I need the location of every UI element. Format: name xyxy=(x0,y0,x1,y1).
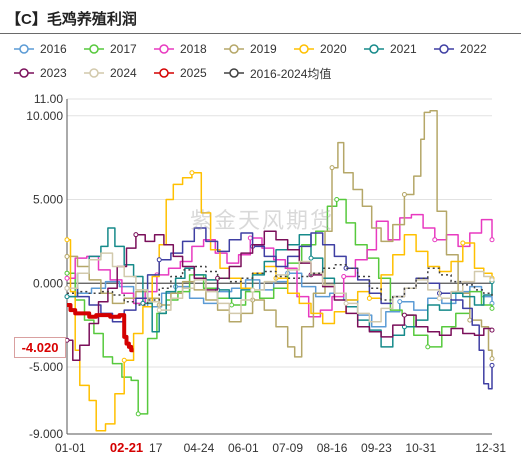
legend-swatch xyxy=(154,44,174,54)
chart-axes xyxy=(66,99,492,435)
x-tick-label: 04-24 xyxy=(184,441,215,455)
legend-item[interactable]: 2019 xyxy=(224,40,277,58)
series-point xyxy=(334,197,340,202)
series-line-2018 xyxy=(67,213,493,318)
series-point xyxy=(397,299,403,305)
series-line-2023 xyxy=(67,230,493,362)
series-point xyxy=(64,253,70,259)
legend-swatch xyxy=(224,44,244,54)
series-point xyxy=(341,274,347,280)
legend-label: 2018 xyxy=(180,42,207,56)
y-tick-label: 5.000 xyxy=(33,193,63,207)
legend-item[interactable]: 2016 xyxy=(14,40,67,58)
legend-swatch xyxy=(294,44,314,54)
series-line-2021 xyxy=(67,227,493,348)
legend-label: 2025 xyxy=(180,66,207,80)
series-point xyxy=(64,275,70,281)
series-point xyxy=(425,344,431,350)
y-tick-label: 11.00 xyxy=(34,92,63,106)
chart-series xyxy=(64,109,495,432)
legend-item[interactable]: 2022 xyxy=(434,40,487,58)
legend-swatch xyxy=(84,44,104,54)
legend-item[interactable]: 2020 xyxy=(294,40,347,58)
series-point xyxy=(460,240,466,246)
legend-label: 2016 xyxy=(40,42,67,56)
series-point xyxy=(189,170,195,176)
x-tick-label: 02-21 xyxy=(110,440,143,455)
y-tick-label: 10.000 xyxy=(26,109,63,123)
legend-item[interactable]: 2023 xyxy=(14,64,67,82)
series-point xyxy=(156,257,162,263)
legend-swatch xyxy=(224,68,244,78)
series-point xyxy=(64,294,70,300)
y-tick-label: -5.000 xyxy=(29,360,63,374)
series-point xyxy=(121,357,127,363)
series-point xyxy=(343,300,349,306)
legend-swatch xyxy=(84,68,104,78)
x-tick-label: 09-23 xyxy=(361,441,392,455)
series-point xyxy=(467,317,473,323)
series-point xyxy=(489,356,495,362)
legend-label: 2016-2024均值 xyxy=(250,66,332,81)
title-divider xyxy=(0,33,521,34)
legend-label: 2023 xyxy=(40,66,67,80)
series-point xyxy=(489,237,495,243)
series-line-2024 xyxy=(67,252,493,323)
x-tick-label: 01-01 xyxy=(55,441,86,455)
legend-item[interactable]: 2018 xyxy=(154,40,207,58)
latest-value-callout: -4.020 xyxy=(14,337,66,358)
legend-swatch xyxy=(154,68,174,78)
y-tick-label: 0.000 xyxy=(33,276,63,290)
legend-swatch xyxy=(14,44,34,54)
watermark: 紫金天风期货 xyxy=(190,209,335,234)
series-point xyxy=(247,235,253,241)
legend-label: 2020 xyxy=(320,42,347,56)
legend-swatch xyxy=(14,68,34,78)
x-tick-label: 12-31 xyxy=(475,441,506,455)
series-point xyxy=(366,295,372,301)
legend-swatch xyxy=(364,44,384,54)
series-line-2016-2024均值 xyxy=(67,264,493,306)
x-tick-label: 06-01 xyxy=(228,441,259,455)
legend-item[interactable]: 2017 xyxy=(84,40,137,58)
legend-label: 2021 xyxy=(390,42,417,56)
series-point xyxy=(489,362,495,368)
series-line-2025 xyxy=(67,303,134,353)
legend-item[interactable]: 2024 xyxy=(84,64,137,82)
legend-label: 2024 xyxy=(110,66,137,80)
legend-swatch xyxy=(434,44,454,54)
series-point xyxy=(229,302,235,308)
legend-item[interactable]: 2016-2024均值 xyxy=(224,64,331,82)
series-point xyxy=(489,327,495,333)
series-point xyxy=(436,295,442,301)
x-tick-label: 07-09 xyxy=(272,441,303,455)
series-point xyxy=(64,270,70,276)
legend-label: 2017 xyxy=(110,42,137,56)
series-point xyxy=(308,255,314,261)
series-point xyxy=(64,285,70,291)
series-point xyxy=(250,287,256,293)
series-point xyxy=(133,232,139,238)
y-tick-label: -9.000 xyxy=(29,427,63,441)
series-point xyxy=(489,277,495,283)
x-tick-label: 08-16 xyxy=(317,441,348,455)
series-point xyxy=(156,307,162,313)
series-point xyxy=(401,312,407,318)
chart-title: 【C】毛鸡养殖利润 xyxy=(6,11,137,28)
series-line-2017 xyxy=(67,198,493,415)
series-point xyxy=(401,191,407,197)
series-point xyxy=(432,237,438,243)
legend-item[interactable]: 2025 xyxy=(154,64,207,82)
x-tick-label: 17 xyxy=(149,441,163,455)
series-point xyxy=(64,237,70,243)
legend-label: 2019 xyxy=(250,42,277,56)
series-point xyxy=(329,165,335,171)
series-point xyxy=(489,305,495,311)
series-point xyxy=(135,411,141,417)
x-tick-label: 10-31 xyxy=(405,441,436,455)
legend-item[interactable]: 2021 xyxy=(364,40,417,58)
legend-label: 2022 xyxy=(460,42,487,56)
